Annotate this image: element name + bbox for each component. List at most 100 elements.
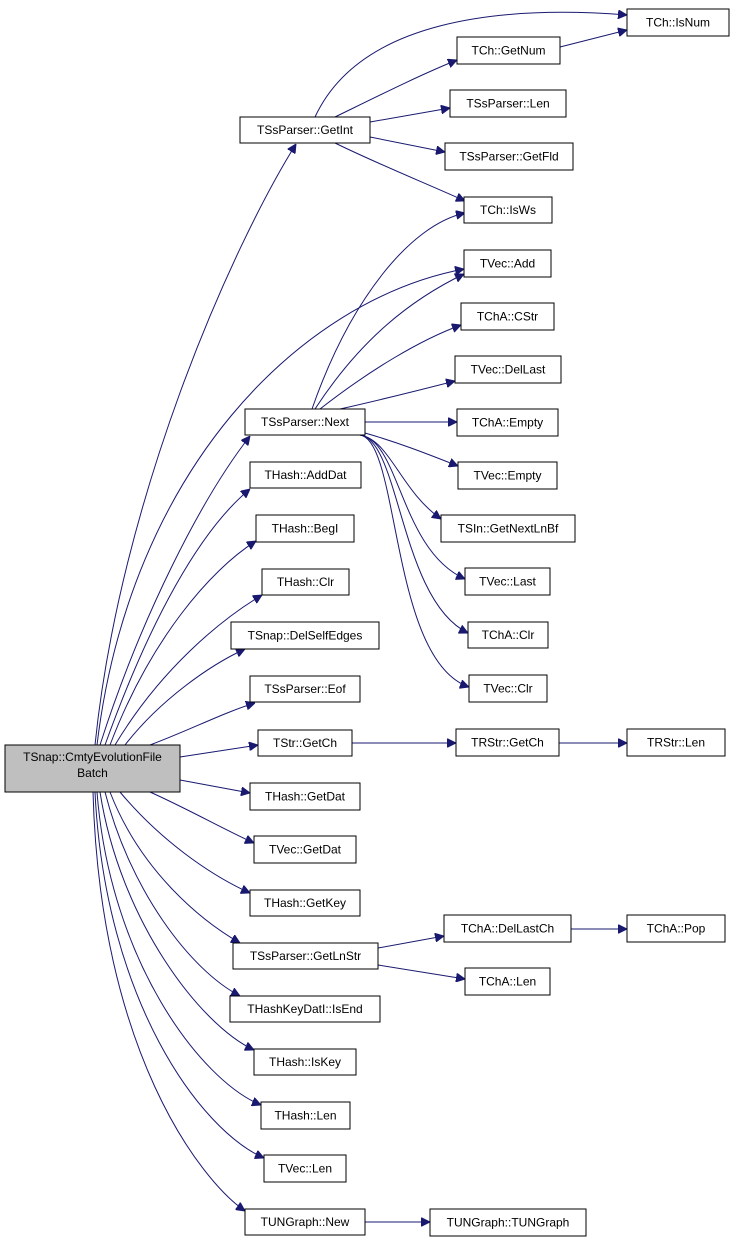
node: THash::BegI [255,514,355,543]
edge [104,791,240,996]
node-label: TChA::Empty [472,416,543,430]
node-label: TRStr::GetCh [471,736,544,750]
node-box [454,355,562,384]
node: TSsParser::Eof [249,675,361,703]
node-box [455,728,560,757]
node: THash::GetDat [249,782,361,811]
edges [92,12,627,1222]
node: TChA::Pop [626,914,726,943]
node-label: TChA::CStr [477,310,538,324]
node-box [255,514,355,543]
node-label: THash::GetKey [264,896,346,910]
node: TCh::IsWs [463,196,553,224]
node: TChA::Len [464,967,551,996]
node: TChA::Empty [456,408,559,437]
node: TSsParser::GetLnStr [232,942,379,970]
node-label: TChA::Clr [482,628,535,642]
node: TVec::Len [263,1154,347,1183]
edge [359,434,468,633]
node: TSnap::DelSelfEdges [230,621,380,650]
node-label: TSnap::DelSelfEdges [248,629,363,643]
node-box [253,835,357,864]
edge [179,745,258,758]
node-label: TChA::Pop [647,922,706,936]
node-box [460,302,555,331]
node-box [244,1208,366,1236]
node-box [253,1048,357,1076]
node-box [463,249,552,278]
node-box [249,782,361,811]
node-label: TSsParser::GetLnStr [250,949,361,963]
node: THash::GetKey [249,889,361,917]
edge [179,779,250,793]
node: TCh::GetNum [456,36,561,65]
edge [377,964,465,979]
node: TSsParser::Next [244,408,366,436]
edge [319,325,461,410]
node-box [230,621,380,650]
node-label: TVec::DelLast [471,363,546,377]
edge [96,269,464,746]
node-box [444,142,574,171]
node-box [263,1154,347,1183]
node-box [456,36,561,65]
edge [92,791,245,1211]
edge [334,60,457,118]
node-box [468,674,548,703]
node-label: Batch [77,766,108,780]
node-label: TChA::DelLastCh [461,922,554,936]
node: THash::Len [260,1101,351,1130]
node: TSsParser::GetInt [239,116,371,144]
edge [334,142,465,201]
node-label: TSsParser::GetInt [257,123,354,137]
node-box [249,889,361,917]
node: TCh::IsNum [626,8,730,37]
node: TRStr::GetCh [455,728,560,757]
node-label: TVec::GetDat [269,843,342,857]
node-label: TSsParser::Len [466,97,549,111]
edge [359,434,469,687]
node: THash::IsKey [253,1048,357,1076]
node: TVec::DelLast [454,355,562,384]
edge [369,108,450,123]
edge [99,791,254,1050]
edge [359,434,441,519]
edge [314,12,627,118]
edge [104,489,250,746]
edge [311,213,465,410]
edge [94,791,264,1158]
edge [314,274,464,410]
node: TVec::GetDat [253,835,357,864]
edge [149,791,254,843]
node-box [257,729,353,757]
edge [109,791,240,943]
node-label: TVec::Last [479,575,536,589]
node-box [463,196,553,224]
node: TChA::Clr [467,621,549,649]
node: TSsParser::Len [449,89,567,118]
edge [119,791,250,893]
node-label: TSsParser::Eof [264,682,346,696]
node-box [457,461,558,490]
node-box [626,8,730,37]
node-label: TSnap::CmtyEvolutionFile [23,750,162,764]
node-label: TSsParser::Next [261,415,350,429]
node-box [626,914,726,943]
edge [96,791,261,1105]
node-label: TRStr::Len [647,736,705,750]
node-label: TCh::IsNum [646,16,710,30]
edge [124,649,245,746]
edge [94,144,296,746]
node: TSIn::GetNextLnBf [440,514,576,543]
node-box [249,461,362,489]
node-label: TUNGraph::New [261,1215,350,1229]
node-label: THash::Len [274,1109,336,1123]
node: THashKeyDatI::IsEnd [229,995,381,1023]
node-label: TVec::Len [278,1162,332,1176]
edge [559,30,627,48]
node-label: TCh::IsWs [480,203,536,217]
edge [364,432,458,466]
node-box [464,967,551,996]
